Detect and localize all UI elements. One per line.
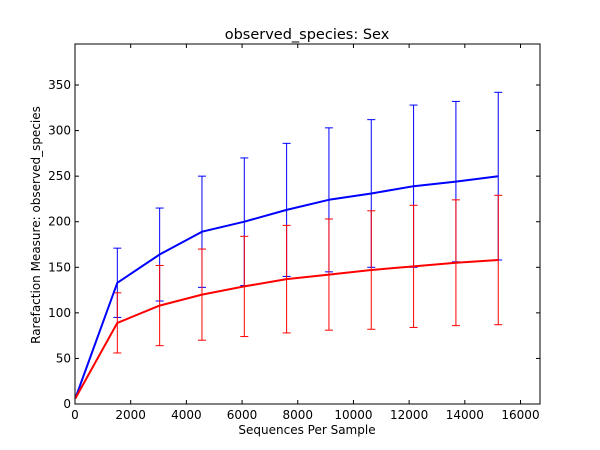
y-tick-label: 0 (63, 397, 71, 411)
y-tick-label: 100 (48, 306, 71, 320)
x-tick-label: 0 (71, 408, 79, 422)
x-tick-label: 2000 (115, 408, 146, 422)
y-tick-label: 250 (48, 169, 71, 183)
x-tick-label: 10000 (334, 408, 372, 422)
y-tick-label: 50 (56, 351, 71, 365)
plot-area: 0 2000 4000 6000 8000 10000 12000 14000 16000 0 50… (48, 43, 541, 422)
y-axis-title: Rarefaction Measure: observed_species (29, 106, 43, 344)
x-tick-label: 14000 (446, 408, 484, 422)
chart-title: observed_species: Sex (225, 27, 390, 43)
y-tick-label: 300 (48, 124, 71, 138)
y-tick-label: 150 (48, 260, 71, 274)
series-line-1 (74, 175, 499, 399)
y-tick-label: 350 (48, 78, 71, 92)
x-tick-label: 6000 (227, 408, 258, 422)
x-axis-title: Sequences Per Sample (238, 423, 375, 437)
x-tick-label: 8000 (282, 408, 313, 422)
plot-frame (74, 43, 541, 405)
y-tick-label: 200 (48, 215, 71, 229)
x-tick-label: 12000 (390, 408, 428, 422)
x-tick-label: 16000 (501, 408, 539, 422)
x-tick-label: 4000 (171, 408, 202, 422)
series-line-2 (74, 259, 499, 399)
